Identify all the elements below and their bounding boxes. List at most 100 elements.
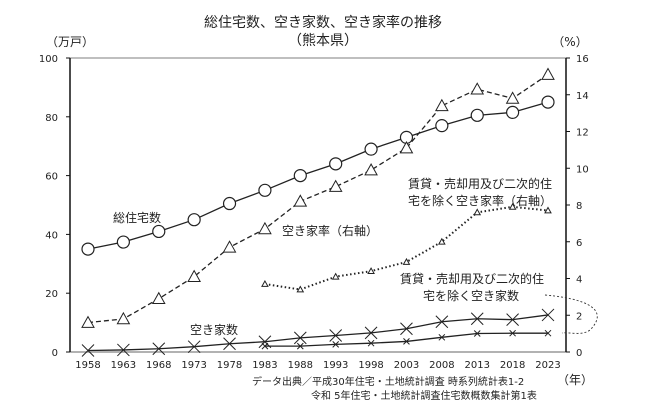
label-vacancy-rate: 空き家率（右軸） (282, 223, 378, 238)
triangle-marker-icon (470, 82, 485, 95)
x-tick-label: 1998 (358, 360, 383, 371)
circle-marker-icon (506, 105, 520, 119)
series-0 (81, 95, 555, 256)
triangle-marker-icon (151, 291, 166, 305)
x-marker-icon (296, 342, 304, 350)
right-tick-label: 12 (576, 128, 589, 139)
source-line-1: データ出典／平成30年住宅・土地統計調査 時系列統計表1-2 (252, 375, 524, 388)
series-2 (261, 202, 552, 293)
triangle-marker-icon (81, 315, 95, 328)
triangle-marker-icon (222, 240, 237, 253)
x-marker-icon (438, 333, 446, 341)
triangle-marker-icon (116, 311, 131, 325)
x-marker-icon (364, 326, 378, 340)
triangle-marker-icon (293, 194, 308, 207)
chart-subtitle: （熊本県） (288, 33, 358, 49)
left-tick-label: 20 (45, 289, 58, 300)
triangle-marker-icon (508, 202, 517, 210)
triangle-marker-icon (261, 279, 269, 287)
label-excl-rate-1: 賃貸・売却用及び二次的住 (408, 176, 552, 191)
circle-marker-icon (364, 142, 378, 156)
callout-leader (544, 294, 598, 334)
circle-marker-icon (435, 119, 449, 133)
right-axis-unit: （%） (552, 35, 587, 49)
triangle-marker-icon (364, 163, 378, 176)
triangle-marker-icon (328, 179, 343, 192)
circle-marker-icon (541, 95, 555, 109)
circle-marker-icon (81, 242, 95, 256)
x-marker-icon (435, 315, 449, 329)
left-axis-unit: （万戸） (46, 35, 94, 49)
left-tick-label: 100 (39, 54, 58, 65)
triangle-marker-icon (434, 98, 449, 112)
right-tick-label: 2 (576, 311, 582, 322)
x-marker-icon (400, 322, 413, 336)
triangle-marker-icon (187, 269, 202, 282)
circle-marker-icon (222, 196, 237, 211)
left-tick-label: 40 (45, 230, 58, 241)
right-tick-label: 0 (576, 348, 582, 359)
right-tick-label: 8 (576, 201, 582, 212)
triangle-marker-icon (437, 237, 446, 245)
triangle-marker-icon (258, 221, 272, 235)
x-marker-icon (81, 344, 95, 357)
circle-marker-icon (470, 108, 484, 122)
x-marker-icon (152, 342, 166, 356)
triangle-marker-icon (296, 285, 305, 293)
series-4 (261, 329, 552, 350)
circle-marker-icon (329, 157, 343, 171)
triangle-marker-icon (367, 267, 375, 275)
label-excl-count-1: 賃貸・売却用及び二次的住 (400, 271, 544, 286)
x-tick-label: 1958 (75, 360, 100, 371)
x-tick-label: 1983 (252, 360, 277, 371)
x-tick-label: 2023 (535, 360, 560, 371)
label-total-housing: 総住宅数 (113, 210, 161, 225)
triangle-marker-icon (505, 91, 520, 104)
x-marker-icon (367, 339, 375, 347)
x-marker-icon (509, 329, 516, 337)
source-line-2: 令和 5年住宅・土地統計調査住宅数概数集計第1表 (311, 389, 537, 402)
right-tick-label: 6 (576, 238, 582, 249)
triangle-marker-icon (399, 141, 414, 154)
right-tick-label: 4 (576, 275, 582, 286)
x-tick-label: 1978 (217, 360, 242, 371)
x-tick-label: 2018 (500, 360, 525, 371)
x-marker-icon (187, 340, 201, 354)
label-vacant-count: 空き家数 (190, 322, 238, 337)
x-tick-label: 1973 (181, 360, 206, 371)
triangle-marker-icon (541, 67, 555, 80)
circle-marker-icon (293, 169, 307, 183)
left-tick-label: 80 (45, 113, 58, 124)
series-3 (81, 308, 555, 357)
x-marker-icon (544, 329, 552, 337)
circle-marker-icon (152, 224, 166, 239)
x-tick-label: 1988 (288, 360, 313, 371)
x-tick-label: 2013 (465, 360, 490, 371)
triangle-marker-icon (402, 257, 411, 265)
x-tick-label: 2003 (394, 360, 419, 371)
circle-marker-icon (187, 213, 201, 227)
x-marker-icon (470, 312, 484, 326)
label-excl-count-2: 宅を除く空き家数 (423, 288, 519, 303)
left-tick-label: 60 (45, 172, 58, 183)
x-marker-icon (473, 330, 481, 337)
series-layer (81, 67, 555, 357)
x-tick-label: 1968 (146, 360, 171, 371)
label-excl-rate-2: 宅を除く空き家率（右軸） (408, 193, 552, 208)
x-tick-label: 1963 (111, 360, 136, 371)
right-tick-label: 16 (576, 54, 589, 65)
triangle-marker-icon (331, 272, 340, 280)
x-marker-icon (332, 341, 340, 348)
x-marker-icon (293, 331, 307, 345)
x-marker-icon (329, 329, 343, 342)
triangle-marker-icon (544, 206, 552, 214)
x-tick-label: 1993 (323, 360, 348, 371)
x-marker-icon (403, 338, 410, 345)
circle-marker-icon (258, 183, 272, 197)
right-tick-label: 14 (576, 91, 589, 102)
triangle-marker-icon (473, 208, 482, 216)
x-marker-icon (541, 308, 555, 322)
left-tick-label: 0 (52, 348, 58, 359)
circle-marker-icon (116, 235, 130, 249)
